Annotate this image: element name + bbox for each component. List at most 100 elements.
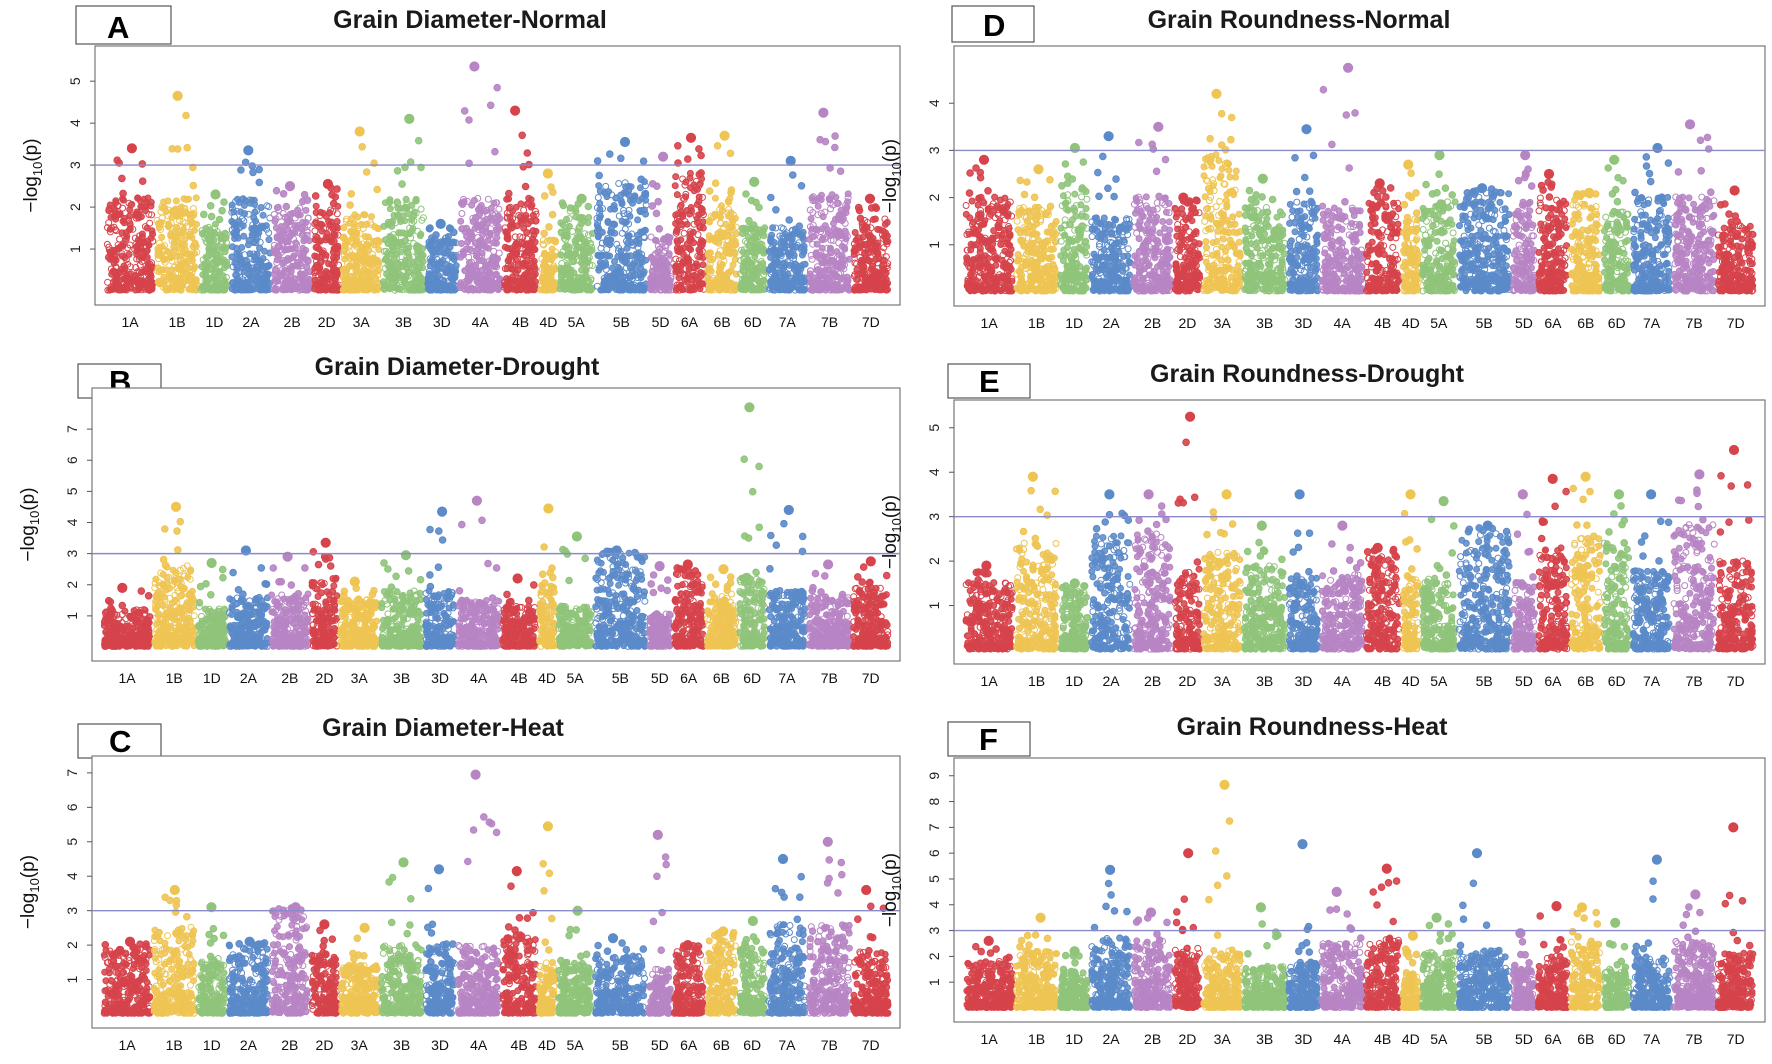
snp-point: [216, 247, 222, 253]
snp-point: [242, 287, 248, 293]
snp-point: [510, 249, 516, 255]
snp-point: [249, 163, 256, 170]
snp-point: [531, 232, 537, 238]
snp-point: [314, 234, 320, 240]
snp-point: [136, 215, 142, 221]
snp-point: [578, 233, 584, 239]
snp-point: [559, 269, 565, 275]
snp-point: [492, 282, 498, 288]
snp-point: [371, 255, 377, 261]
snp-point: [580, 215, 586, 221]
snp-point: [319, 253, 325, 259]
snp-point: [135, 195, 141, 201]
snp-point: [242, 280, 248, 286]
snp-point: [571, 257, 577, 263]
snp-point: [418, 231, 424, 237]
manhattan-plot-figure: A Grain Diameter-Normal12345−log10(p)1A 1B…: [0, 0, 1772, 1064]
y-axis-label: −log10(p): [21, 138, 45, 212]
snp-point: [415, 137, 422, 144]
snp-point: [168, 255, 174, 261]
snp-point: [434, 246, 440, 252]
snp-point: [519, 132, 526, 139]
snp-point: [327, 222, 333, 228]
snp-point: [505, 258, 511, 264]
snp-point: [295, 212, 301, 218]
snp-point: [127, 207, 133, 213]
snp-point: [120, 218, 126, 224]
snp-point: [332, 194, 339, 201]
snp-point: [114, 157, 121, 164]
snp-point: [293, 240, 299, 246]
snp-point: [525, 247, 531, 253]
y-tick-label: 4: [67, 119, 83, 127]
snp-point: [112, 207, 118, 213]
snp-point: [362, 212, 368, 218]
snp-point: [478, 203, 484, 209]
snp-point: [359, 144, 366, 151]
snp-point: [532, 239, 538, 245]
snp-point: [403, 238, 409, 244]
snp-point: [387, 266, 393, 272]
peak-snp-point: [543, 169, 552, 178]
snp-point: [303, 207, 309, 213]
snp-point: [116, 284, 122, 290]
snp-point: [169, 146, 176, 153]
snp-point: [272, 287, 278, 293]
snp-point: [622, 220, 628, 226]
snp-point: [410, 226, 416, 232]
snp-point: [466, 117, 473, 124]
snp-point: [256, 179, 263, 186]
panel-letter: A: [107, 10, 129, 45]
snp-point: [564, 216, 570, 222]
snp-point: [398, 249, 404, 255]
snp-point: [333, 286, 339, 292]
snp-point: [183, 112, 190, 119]
snp-point: [207, 227, 213, 233]
snp-point: [541, 230, 548, 237]
snp-point: [212, 271, 218, 277]
snp-point: [120, 190, 127, 197]
peak-snp-point: [211, 190, 220, 199]
snp-point: [184, 144, 191, 151]
snp-point: [139, 161, 146, 168]
peak-snp-point: [355, 127, 364, 136]
snp-point: [372, 224, 378, 230]
snp-point: [161, 274, 167, 280]
snp-point: [239, 245, 245, 251]
snp-point: [362, 234, 368, 240]
snp-point: [208, 213, 215, 220]
snp-point: [326, 261, 332, 267]
snp-point: [363, 169, 370, 176]
snp-point: [523, 287, 529, 293]
snp-point: [460, 202, 466, 208]
snp-point: [335, 225, 341, 231]
snp-point: [523, 213, 529, 219]
snp-point: [157, 268, 163, 274]
snp-point: [322, 284, 328, 290]
snp-point: [353, 279, 359, 285]
chart-title: Grain Diameter-Normal: [333, 6, 607, 34]
snp-point: [509, 266, 515, 272]
snp-point: [334, 255, 340, 261]
snp-point: [407, 268, 413, 274]
snp-point: [403, 275, 409, 281]
snp-point: [231, 283, 237, 289]
snp-point: [409, 217, 415, 223]
snp-point: [245, 242, 251, 248]
snp-point: [206, 249, 212, 255]
snp-point: [446, 225, 453, 232]
snp-point: [301, 272, 307, 278]
snp-point: [440, 257, 446, 263]
snp-point: [626, 188, 632, 194]
snp-point: [467, 265, 473, 271]
snp-point: [550, 189, 557, 196]
snp-point: [272, 247, 278, 253]
snp-point: [272, 277, 278, 283]
peak-snp-point: [173, 91, 182, 100]
snp-point: [186, 286, 192, 292]
snp-point: [525, 270, 531, 276]
snp-point: [120, 197, 126, 203]
snp-point: [552, 265, 558, 271]
snp-point: [180, 250, 186, 256]
snp-point: [213, 258, 219, 264]
